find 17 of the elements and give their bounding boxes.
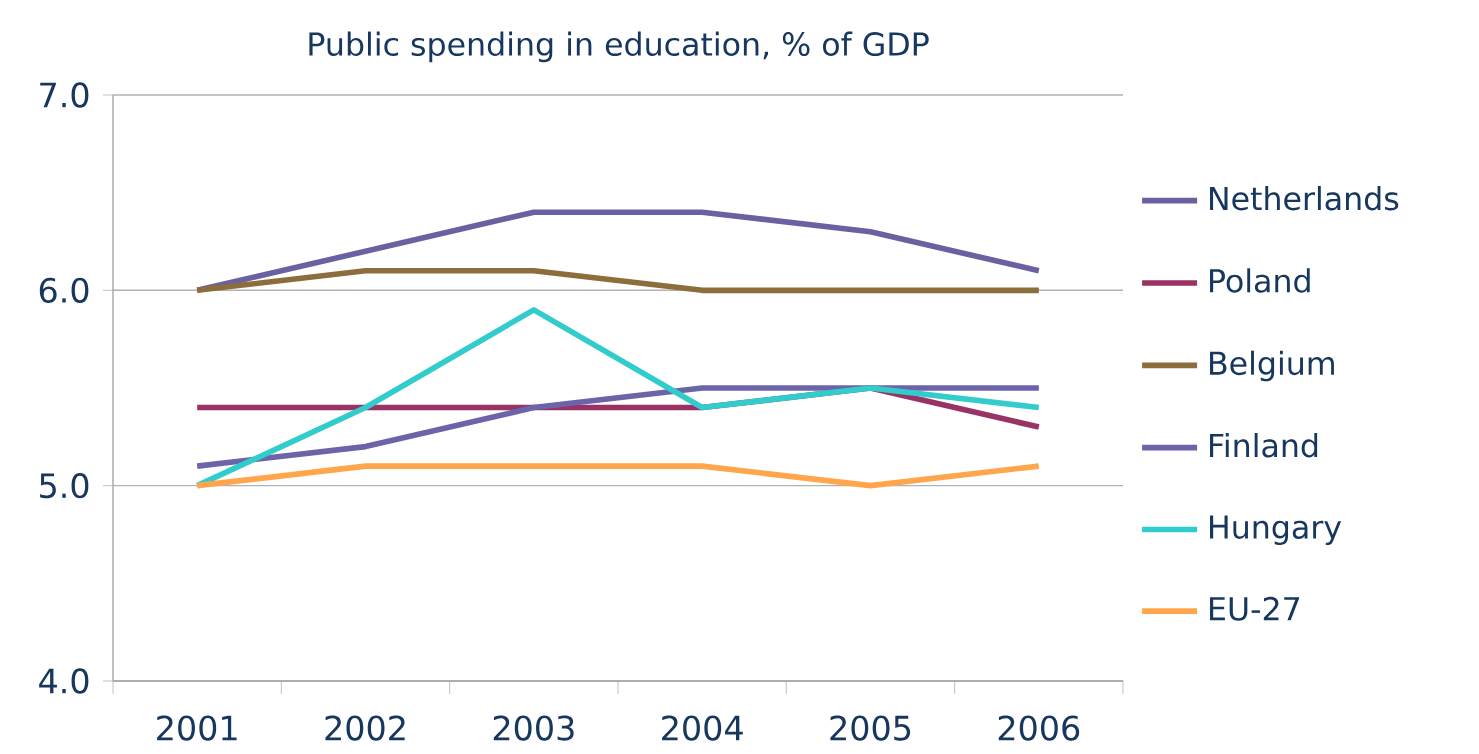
x-tick-label: 2005 bbox=[830, 715, 911, 741]
y-tick-label: 7.0 bbox=[40, 82, 89, 108]
legend-label: Hungary bbox=[1210, 515, 1342, 545]
x-tick-label: 2006 bbox=[998, 715, 1080, 741]
x-tick-label: 2004 bbox=[662, 715, 743, 741]
chart-title: Public spending in education, % of GDP bbox=[309, 31, 929, 63]
legend-label: EU-27 bbox=[1210, 596, 1300, 621]
legend-label: Poland bbox=[1210, 268, 1310, 293]
x-tick-label: 2002 bbox=[325, 715, 405, 741]
x-tick-label: 2001 bbox=[157, 715, 237, 741]
x-tick-label: 2003 bbox=[493, 715, 574, 741]
legend-label: Belgium bbox=[1210, 350, 1334, 382]
y-tick-label: 5.0 bbox=[40, 473, 89, 499]
legend-label: Netherlands bbox=[1210, 185, 1399, 211]
legend-label: Finland bbox=[1210, 433, 1318, 458]
y-tick-label: 6.0 bbox=[39, 277, 89, 303]
y-tick-label: 4.0 bbox=[39, 668, 89, 694]
